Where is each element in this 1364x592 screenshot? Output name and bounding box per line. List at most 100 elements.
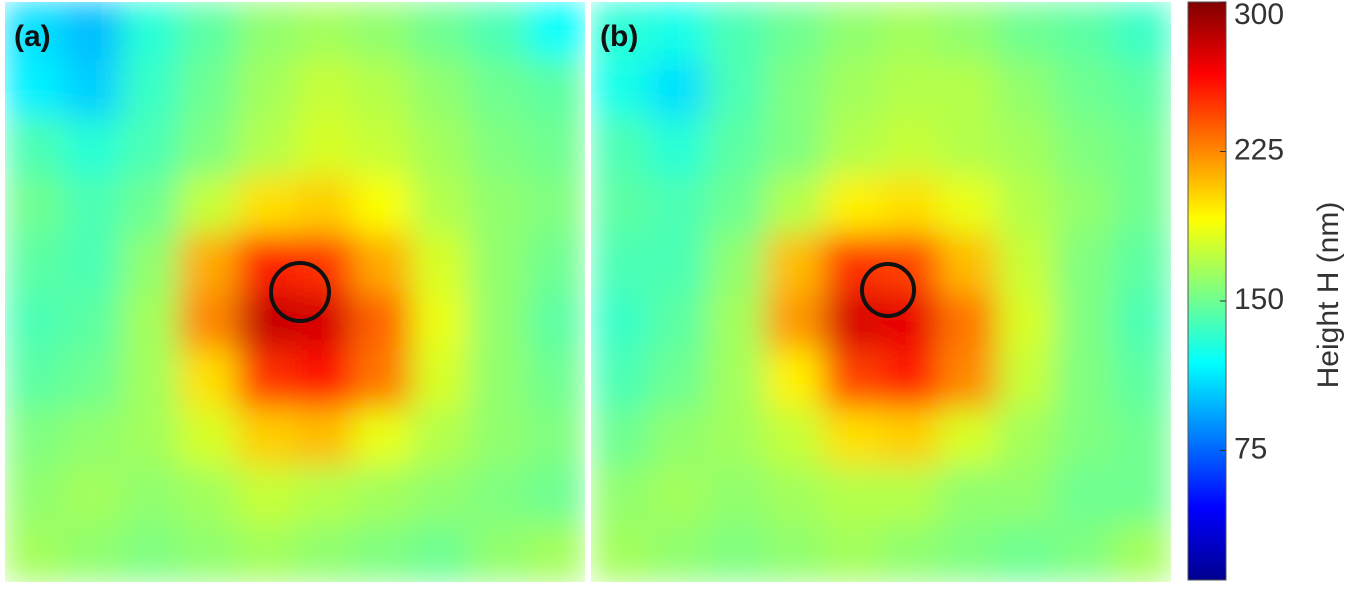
cell	[1055, 408, 1114, 467]
cell	[527, 118, 586, 177]
cell	[649, 350, 708, 409]
cell	[63, 292, 122, 351]
cell	[823, 118, 882, 177]
cell	[881, 466, 940, 525]
cell	[939, 60, 998, 119]
cell	[1055, 176, 1114, 235]
cell	[1113, 350, 1172, 409]
cell	[1113, 118, 1172, 177]
cell	[707, 60, 766, 119]
cell	[1055, 2, 1114, 61]
cell	[295, 118, 354, 177]
cell	[469, 524, 528, 583]
cell	[527, 292, 586, 351]
cell	[939, 524, 998, 583]
cell	[5, 466, 64, 525]
cell	[237, 234, 296, 293]
cell	[295, 466, 354, 525]
cell	[411, 524, 470, 583]
cell	[707, 350, 766, 409]
cell	[237, 60, 296, 119]
cell	[591, 234, 650, 293]
cell	[5, 234, 64, 293]
cell	[179, 234, 238, 293]
cell	[649, 176, 708, 235]
cell	[63, 234, 122, 293]
cell	[295, 408, 354, 467]
cell	[939, 176, 998, 235]
cell	[5, 118, 64, 177]
cell	[353, 176, 412, 235]
cell	[469, 118, 528, 177]
cell	[121, 234, 180, 293]
panel-b	[591, 2, 1172, 583]
cell	[411, 176, 470, 235]
cell	[997, 118, 1056, 177]
cell	[527, 466, 586, 525]
cell	[179, 408, 238, 467]
cell	[1113, 176, 1172, 235]
cell	[765, 118, 824, 177]
colorbar	[1188, 2, 1226, 580]
cell	[121, 60, 180, 119]
cell	[5, 350, 64, 409]
cell	[1113, 408, 1172, 467]
cell	[469, 466, 528, 525]
panel-label: (a)	[14, 20, 51, 53]
cell	[823, 466, 882, 525]
cell	[1113, 60, 1172, 119]
cell	[1113, 524, 1172, 583]
cell	[997, 60, 1056, 119]
cell	[63, 350, 122, 409]
cell	[527, 408, 586, 467]
cell	[1055, 234, 1114, 293]
cell	[63, 524, 122, 583]
cell	[179, 176, 238, 235]
cell	[707, 176, 766, 235]
cell	[591, 292, 650, 351]
cell	[1113, 2, 1172, 61]
cell	[939, 118, 998, 177]
cell	[765, 176, 824, 235]
panel-label: (b)	[600, 20, 638, 53]
cell	[707, 2, 766, 61]
cell	[179, 524, 238, 583]
cell	[527, 234, 586, 293]
cell	[121, 292, 180, 351]
cell	[5, 408, 64, 467]
cell	[765, 350, 824, 409]
cell	[63, 118, 122, 177]
figure: (a) (b) 75150225300 Height H (nm)	[0, 0, 1364, 587]
cell	[997, 234, 1056, 293]
tick-label: 225	[1234, 133, 1284, 166]
cell	[881, 2, 940, 61]
cell	[353, 118, 412, 177]
cell	[121, 466, 180, 525]
cell	[527, 2, 586, 61]
cell	[1055, 466, 1114, 525]
heatmap	[5, 2, 586, 583]
cell	[765, 408, 824, 467]
cell	[527, 524, 586, 583]
cell	[179, 350, 238, 409]
cell	[997, 2, 1056, 61]
cell	[411, 408, 470, 467]
cell	[649, 60, 708, 119]
cell	[5, 60, 64, 119]
cell	[997, 466, 1056, 525]
cell	[591, 176, 650, 235]
cell	[1055, 292, 1114, 351]
cell	[881, 60, 940, 119]
cell	[63, 60, 122, 119]
cell	[823, 60, 882, 119]
cell	[997, 350, 1056, 409]
cell	[765, 524, 824, 583]
heatmap	[591, 2, 1172, 583]
cell	[823, 176, 882, 235]
cell	[707, 118, 766, 177]
cell	[591, 524, 650, 583]
tick-label: 150	[1234, 283, 1284, 316]
cell	[411, 466, 470, 525]
cell	[411, 292, 470, 351]
cell	[649, 234, 708, 293]
